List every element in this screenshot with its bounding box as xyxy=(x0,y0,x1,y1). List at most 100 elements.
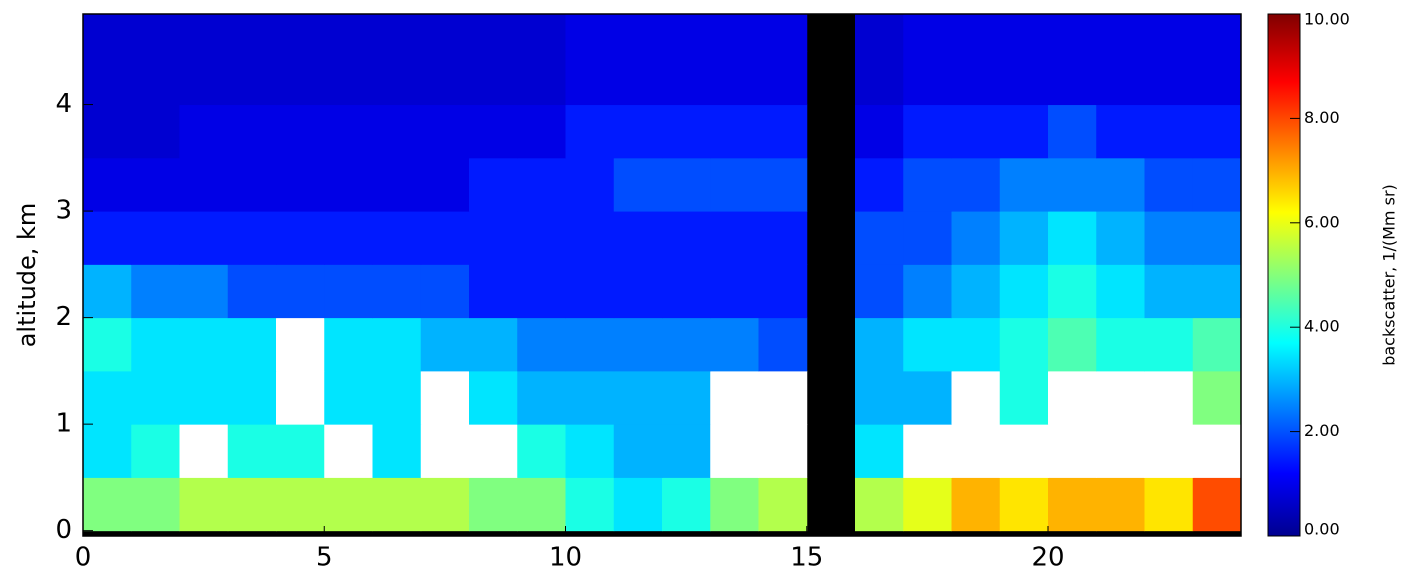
heatmap-cell xyxy=(710,317,759,372)
heatmap-cell xyxy=(420,157,470,212)
heatmap-cell xyxy=(710,104,759,159)
heatmap-cell xyxy=(662,51,711,106)
heatmap-cell xyxy=(179,264,229,319)
heatmap-cell xyxy=(179,51,229,106)
heatmap-cell xyxy=(276,370,325,425)
heatmap-cell xyxy=(324,370,373,425)
heatmap-cell xyxy=(758,211,808,265)
heatmap-cell xyxy=(903,104,952,159)
heatmap-cell xyxy=(1144,424,1194,478)
colorbar-label: backscatter, 1/(Mm sr) xyxy=(1380,184,1399,366)
heatmap-cell xyxy=(565,370,615,425)
heatmap-cell xyxy=(758,14,808,52)
heatmap-cell xyxy=(613,477,663,532)
heatmap-cell xyxy=(903,211,952,265)
heatmap-cell xyxy=(372,51,422,106)
heatmap-cell xyxy=(662,424,711,478)
heatmap-cell xyxy=(276,317,325,372)
heatmap-cell xyxy=(83,264,132,319)
heatmap-cell xyxy=(179,104,229,159)
heatmap-cell xyxy=(179,157,229,212)
heatmap-cell xyxy=(372,264,422,319)
x-tick-label: 20 xyxy=(1031,543,1064,573)
heatmap-cell xyxy=(565,104,615,159)
heatmap-cell xyxy=(662,477,711,532)
heatmap-cell xyxy=(999,51,1049,106)
heatmap-cell xyxy=(517,14,566,52)
heatmap-cell xyxy=(83,51,132,106)
heatmap-cell xyxy=(565,264,615,319)
heatmap-cell xyxy=(1192,14,1241,52)
heatmap-cell xyxy=(613,211,663,265)
heatmap-cell xyxy=(613,51,663,106)
heatmap-cell xyxy=(1048,424,1097,478)
heatmap-cell xyxy=(324,157,373,212)
heatmap-cell xyxy=(131,424,180,478)
heatmap-cell xyxy=(903,424,952,478)
heatmap-cell xyxy=(227,264,277,319)
heatmap-cell xyxy=(276,51,325,106)
heatmap-cell xyxy=(999,211,1049,265)
heatmap-cell xyxy=(131,211,180,265)
heatmap-cell xyxy=(1048,14,1097,52)
heatmap-cell xyxy=(1096,317,1145,372)
heatmap-cell xyxy=(227,317,277,372)
heatmap-cell xyxy=(420,370,470,425)
heatmap-cell xyxy=(951,51,1001,106)
heatmap-cell xyxy=(324,264,373,319)
heatmap-cell xyxy=(1096,211,1145,265)
heatmap-cell xyxy=(855,104,904,159)
heatmap-cell xyxy=(1096,104,1145,159)
heatmap-cell xyxy=(372,104,422,159)
heatmap-cell xyxy=(372,14,422,52)
heatmap-cell xyxy=(517,51,566,106)
heatmap-cell xyxy=(565,51,615,106)
heatmap-cell xyxy=(469,14,518,52)
heatmap-cell xyxy=(420,104,470,159)
heatmap-cell xyxy=(951,211,1001,265)
heatmap-cell xyxy=(83,370,132,425)
heatmap-cell xyxy=(1096,264,1145,319)
heatmap-cell xyxy=(1144,264,1194,319)
heatmap-cell xyxy=(469,211,518,265)
heatmap-cell xyxy=(999,14,1049,52)
heatmap-cell xyxy=(662,370,711,425)
heatmap-cell xyxy=(324,477,373,532)
x-tick-label: 10 xyxy=(549,543,582,573)
colorbar xyxy=(1267,13,1301,537)
heatmap-cell xyxy=(324,104,373,159)
heatmap-cell xyxy=(999,157,1049,212)
heatmap-cell xyxy=(131,370,180,425)
heatmap-cell xyxy=(662,211,711,265)
heatmap-cell xyxy=(372,424,422,478)
heatmap-cell xyxy=(227,14,277,52)
heatmap-cell xyxy=(517,317,566,372)
heatmap-cell xyxy=(710,211,759,265)
heatmap-cell xyxy=(1192,211,1241,265)
plot-frame xyxy=(82,13,1242,537)
heatmap-cell xyxy=(517,104,566,159)
heatmap-cell xyxy=(1144,317,1194,372)
heatmap-cell xyxy=(372,211,422,265)
heatmap-cell xyxy=(710,51,759,106)
heatmap-cell xyxy=(276,211,325,265)
heatmap-cell xyxy=(1096,157,1145,212)
heatmap-cell xyxy=(1144,14,1194,52)
heatmap-cell xyxy=(324,14,373,52)
heatmap-cell xyxy=(517,157,566,212)
heatmap-cell xyxy=(1048,51,1097,106)
heatmap-cell xyxy=(420,424,470,478)
heatmap-cell xyxy=(1192,51,1241,106)
heatmap-cell xyxy=(83,14,132,52)
heatmap-cell xyxy=(83,104,132,159)
heatmap-cell xyxy=(855,14,904,52)
heatmap-cell xyxy=(1096,370,1145,425)
heatmap-cell xyxy=(1192,317,1241,372)
heatmap-cell xyxy=(131,14,180,52)
heatmap-cell xyxy=(517,424,566,478)
heatmap-cell xyxy=(951,424,1001,478)
heatmap-cell xyxy=(662,264,711,319)
colorbar-tick-label: 10.00 xyxy=(1304,10,1350,29)
heatmap-cell xyxy=(179,317,229,372)
